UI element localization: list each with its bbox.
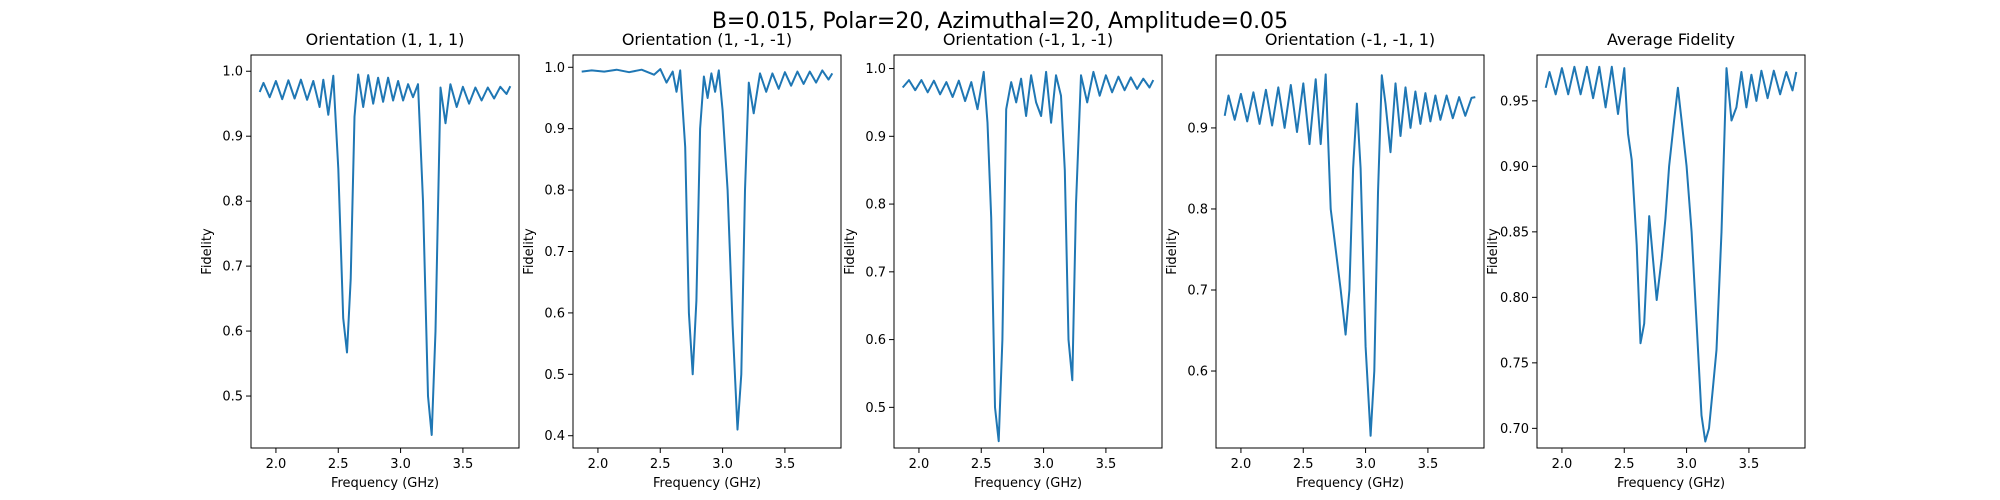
chart-title: Average Fidelity bbox=[1607, 30, 1735, 49]
x-tick-label: 2.5 bbox=[971, 457, 992, 472]
y-tick-label: 0.7 bbox=[1187, 283, 1208, 298]
x-tick-label: 3.0 bbox=[390, 457, 411, 472]
x-axis-label: Frequency (GHz) bbox=[1617, 476, 1725, 491]
x-tick-label: 2.0 bbox=[266, 457, 287, 472]
plot-frame bbox=[572, 54, 842, 449]
y-tick-label: 0.9 bbox=[865, 130, 886, 145]
y-tick-label: 0.4 bbox=[544, 429, 565, 444]
fidelity-line bbox=[1544, 65, 1798, 443]
y-tick-label: 0.85 bbox=[1500, 225, 1529, 240]
y-tick-label: 0.70 bbox=[1500, 422, 1529, 437]
plot-frame bbox=[250, 54, 520, 449]
x-axis-label: Frequency (GHz) bbox=[974, 476, 1082, 491]
x-tick-label: 3.0 bbox=[1676, 457, 1697, 472]
y-tick-label: 0.7 bbox=[222, 260, 243, 275]
x-tick-label: 2.0 bbox=[1231, 457, 1252, 472]
x-tick-label: 2.5 bbox=[1293, 457, 1314, 472]
y-axis-label: Fidelity bbox=[843, 228, 858, 275]
y-tick-label: 0.9 bbox=[1187, 121, 1208, 136]
y-tick-label: 0.5 bbox=[865, 401, 886, 416]
x-tick-label: 3.0 bbox=[1033, 457, 1054, 472]
y-tick-label: 0.8 bbox=[1187, 202, 1208, 217]
chart-title: Orientation (-1, -1, 1) bbox=[1265, 30, 1435, 49]
y-tick-label: 0.6 bbox=[865, 333, 886, 348]
y-tick-label: 0.90 bbox=[1500, 160, 1529, 175]
y-tick-label: 0.9 bbox=[544, 122, 565, 137]
y-axis-label: Fidelity bbox=[200, 228, 215, 275]
x-tick-label: 3.5 bbox=[453, 457, 474, 472]
chart-title: Orientation (1, 1, 1) bbox=[306, 30, 465, 49]
chart-title: Orientation (-1, 1, -1) bbox=[943, 30, 1113, 49]
y-tick-label: 0.80 bbox=[1500, 291, 1529, 306]
chart-title: Orientation (1, -1, -1) bbox=[622, 30, 792, 49]
fidelity-line bbox=[1223, 73, 1476, 437]
y-tick-label: 0.8 bbox=[865, 198, 886, 213]
y-axis-label: Fidelity bbox=[522, 228, 537, 275]
y-axis-label: Fidelity bbox=[1486, 228, 1501, 275]
x-tick-label: 2.5 bbox=[1614, 457, 1635, 472]
fidelity-line bbox=[258, 73, 512, 436]
x-tick-label: 2.0 bbox=[588, 457, 609, 472]
x-tick-label: 3.5 bbox=[1096, 457, 1117, 472]
plot-frame bbox=[1215, 54, 1485, 449]
figure-suptitle: B=0.015, Polar=20, Azimuthal=20, Amplitu… bbox=[712, 9, 1288, 34]
x-tick-label: 3.5 bbox=[1418, 457, 1439, 472]
x-axis-label: Frequency (GHz) bbox=[653, 476, 761, 491]
x-tick-label: 3.0 bbox=[712, 457, 733, 472]
x-axis-label: Frequency (GHz) bbox=[1296, 476, 1404, 491]
y-tick-label: 0.6 bbox=[544, 306, 565, 321]
y-tick-label: 0.6 bbox=[222, 325, 243, 340]
y-tick-label: 0.5 bbox=[222, 390, 243, 405]
plot-frame bbox=[1536, 54, 1806, 449]
y-tick-label: 0.5 bbox=[544, 368, 565, 383]
x-tick-label: 2.0 bbox=[1552, 457, 1573, 472]
x-tick-label: 2.0 bbox=[909, 457, 930, 472]
x-tick-label: 3.0 bbox=[1355, 457, 1376, 472]
y-tick-label: 0.7 bbox=[865, 265, 886, 280]
y-axis-label: Fidelity bbox=[1165, 228, 1180, 275]
x-tick-label: 3.5 bbox=[775, 457, 796, 472]
y-tick-label: 1.0 bbox=[544, 61, 565, 76]
x-tick-label: 2.5 bbox=[650, 457, 671, 472]
y-tick-label: 0.95 bbox=[1500, 94, 1529, 109]
x-tick-label: 3.5 bbox=[1739, 457, 1760, 472]
y-tick-label: 0.6 bbox=[1187, 365, 1208, 380]
y-tick-label: 0.75 bbox=[1500, 356, 1529, 371]
fidelity-line bbox=[581, 68, 834, 431]
plot-frame bbox=[893, 54, 1163, 449]
y-tick-label: 0.8 bbox=[222, 195, 243, 210]
x-axis-label: Frequency (GHz) bbox=[331, 476, 439, 491]
y-tick-label: 0.7 bbox=[544, 245, 565, 260]
y-tick-label: 1.0 bbox=[865, 62, 886, 77]
y-tick-label: 0.8 bbox=[544, 184, 565, 199]
fidelity-line bbox=[901, 70, 1155, 443]
y-tick-label: 1.0 bbox=[222, 65, 243, 80]
x-tick-label: 2.5 bbox=[328, 457, 349, 472]
y-tick-label: 0.9 bbox=[222, 130, 243, 145]
